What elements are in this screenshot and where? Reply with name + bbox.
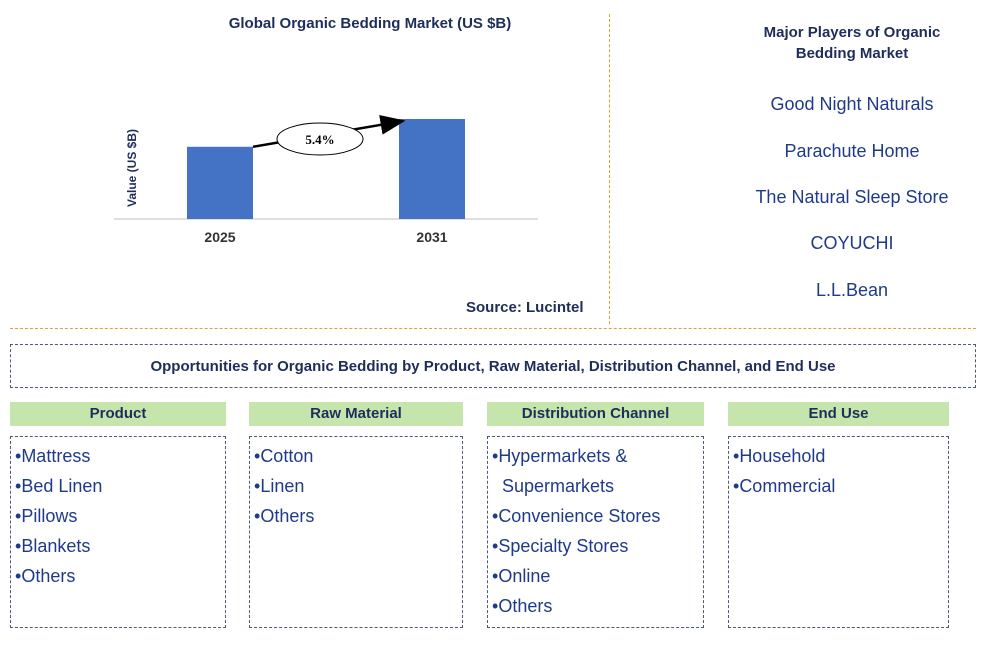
list-item: Commercial (733, 471, 948, 501)
opportunities-title: Opportunities for Organic Bedding by Pro… (150, 357, 836, 375)
opportunities-banner: Opportunities for Organic Bedding by Pro… (10, 344, 976, 388)
list-item: Others (15, 561, 225, 591)
player-item: Parachute Home (784, 141, 920, 161)
chart-title: Global Organic Bedding Market (US $B) (228, 15, 512, 32)
list-item: Mattress (15, 441, 225, 471)
bar-chart: Value (US $B) 2025 2031 5.4% (114, 114, 538, 245)
category-heading-distribution-channel: Distribution Channel (487, 402, 704, 426)
source-note: Source: Lucintel (466, 299, 584, 316)
cagr-label: 5.4% (305, 132, 334, 147)
vertical-divider (609, 14, 610, 324)
list-item: Others (492, 591, 703, 621)
player-item: COYUCHI (810, 233, 894, 253)
list-item: Blankets (15, 531, 225, 561)
x-tick-label: 2025 (204, 229, 235, 245)
list-item: Household (733, 441, 948, 471)
cagr-ellipse (276, 122, 364, 156)
bar-2031 (399, 119, 465, 219)
players-title: Major Players of Organic Bedding Market (763, 24, 941, 62)
x-tick-label: 2031 (416, 229, 447, 245)
category-heading-raw-material: Raw Material (249, 402, 463, 426)
list-item: Convenience Stores (492, 501, 703, 531)
list-item: Linen (254, 471, 462, 501)
list-item: Bed Linen (15, 471, 225, 501)
bar-2025 (187, 146, 253, 219)
y-axis-label: Value (US $B) (125, 129, 139, 207)
category-box-distribution-channel: Hypermarkets & Supermarkets Convenience … (487, 436, 704, 628)
list-item: Pillows (15, 501, 225, 531)
player-item: The Natural Sleep Store (755, 187, 949, 207)
category-heading-end-use: End Use (728, 402, 949, 426)
horizontal-divider (10, 328, 976, 329)
player-item: Good Night Naturals (770, 94, 934, 114)
list-item: Others (254, 501, 462, 531)
category-box-raw-material: Cotton Linen Others (249, 436, 463, 628)
category-box-product: Mattress Bed Linen Pillows Blankets Othe… (10, 436, 226, 628)
list-item: Specialty Stores (492, 531, 703, 561)
list-item: Online (492, 561, 703, 591)
player-item: L.L.Bean (815, 280, 889, 300)
category-heading-product: Product (10, 402, 226, 426)
list-item: Hypermarkets & (492, 441, 703, 471)
list-item-continued: Supermarkets (502, 476, 615, 496)
category-box-end-use: Household Commercial (728, 436, 949, 628)
list-item: Cotton (254, 441, 462, 471)
